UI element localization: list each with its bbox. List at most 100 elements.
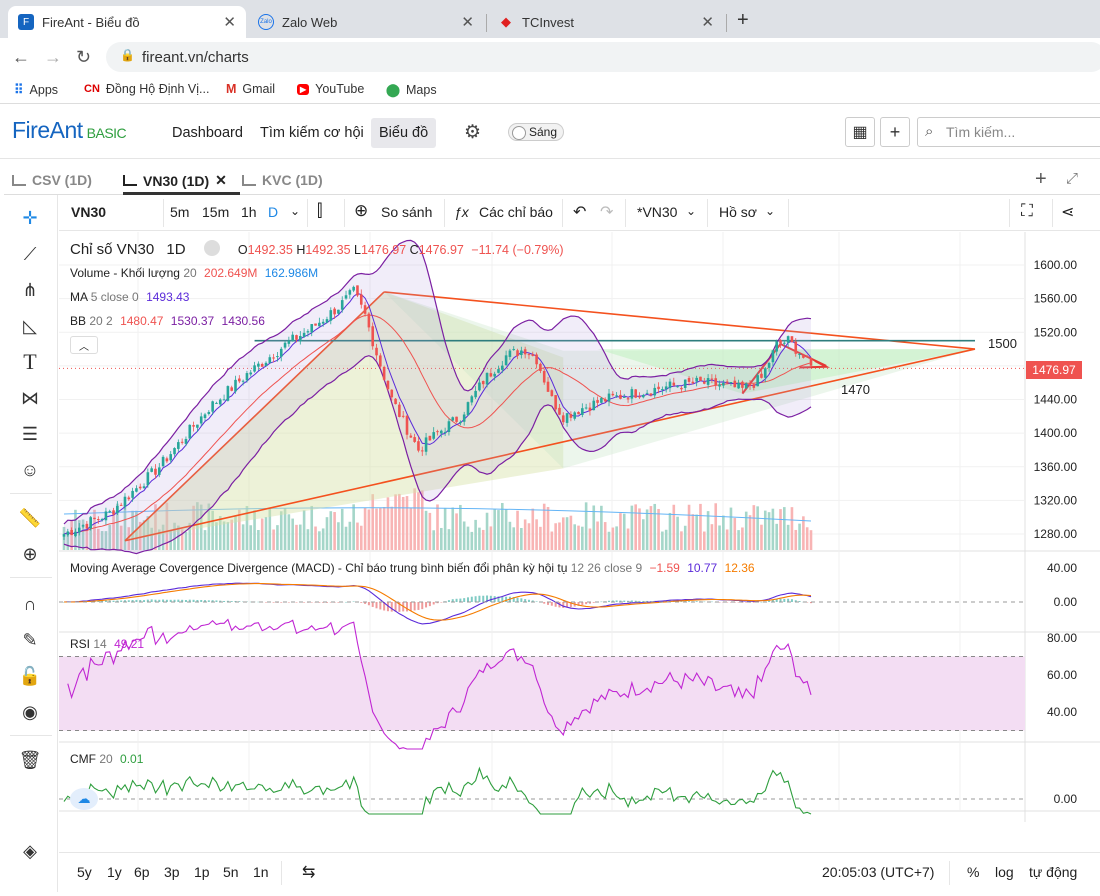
fireant-logo[interactable]: FireAnt BASIC (12, 117, 127, 144)
ruler-icon[interactable]: 📏 (18, 507, 42, 528)
range-1p[interactable]: 1p (194, 864, 210, 880)
browser-tab-title: Zalo Web (282, 14, 338, 30)
volume-bar (253, 510, 256, 550)
theme-toggle-label: Sáng (529, 125, 558, 139)
close-icon[interactable]: ✕ (701, 14, 714, 31)
text-tool-icon[interactable]: T (23, 349, 37, 374)
trend-line (384, 291, 976, 350)
eye-icon[interactable]: ◉ (22, 701, 38, 722)
close-icon[interactable]: ✕ (223, 14, 236, 31)
profile-chevron-down-icon[interactable]: ⌄ (765, 204, 776, 218)
interval-1h[interactable]: 1h (241, 204, 257, 220)
candle-body (561, 415, 565, 423)
lock-drawing-pencil-icon[interactable]: ✎ (22, 629, 38, 650)
collapse-legend-chevron-up-icon[interactable]: ︿ (70, 336, 98, 354)
chart-area[interactable]: 1600.00 1560.00 1520.00 14 80.00 1440.00 1400.… (59, 232, 1100, 822)
browser-tab-tcinvest[interactable]: ◆ TCInvest ✕ (488, 6, 724, 38)
bookmark-gmail[interactable]: M Gmail (226, 82, 275, 96)
bookmark-dong-ho[interactable]: CN Đồng Hộ Định Vị... (84, 82, 209, 96)
bookmark-maps[interactable]: ⬤ Maps (386, 82, 437, 98)
fullscreen-icon[interactable]: ⛶ (1021, 201, 1033, 220)
forward-arrow-icon[interactable]: → (44, 47, 62, 67)
indicators-fx-icon[interactable]: ƒx (454, 204, 469, 220)
browser-tab-fireant[interactable]: F FireAnt - Biểu đồ ✕ (8, 6, 246, 38)
layout-grid-icon[interactable]: ▦ (845, 117, 875, 147)
maps-pin-icon: ⬤ (386, 83, 400, 97)
candle-body (809, 358, 813, 366)
collapse-minus-icon[interactable] (203, 240, 220, 256)
candlestick-type-icon[interactable]: ⫿ (317, 201, 323, 220)
compare-plus-circle-icon[interactable]: ⊕ (354, 201, 369, 220)
interval-5m[interactable]: 5m (170, 204, 190, 220)
unlock-icon[interactable]: 🔓 (18, 665, 42, 686)
close-icon[interactable]: ✕ (461, 14, 474, 31)
nav-tim-kiem-co-hoi[interactable]: Tìm kiếm cơ hội (260, 125, 364, 141)
compare-button[interactable]: So sánh (381, 204, 433, 220)
volume-bar (638, 508, 641, 550)
auto-scale-button[interactable]: tự động (1029, 864, 1078, 880)
xabcd-pattern-icon[interactable]: ⋈ (21, 387, 39, 408)
trash-icon[interactable]: 🗑 (18, 749, 42, 770)
zoom-in-icon[interactable]: ⊕ (22, 543, 38, 564)
gear-icon[interactable]: ⚙ (464, 122, 482, 143)
ma-value: 1493.43 (146, 290, 190, 304)
new-tab-plus-icon[interactable]: + (737, 9, 749, 31)
reload-icon[interactable]: ↻ (76, 47, 92, 67)
range-5y[interactable]: 5y (77, 864, 92, 880)
chart-svg[interactable]: 1600.00 1560.00 1520.00 14 80.00 1440.00 1400.… (59, 232, 1100, 822)
search-input[interactable]: ⌕ Tìm kiếm... (917, 117, 1100, 147)
macd-histogram-bar (447, 600, 450, 602)
bookmark-apps[interactable]: ⠿ Apps (14, 82, 58, 98)
date-range-calendar-icon[interactable]: ⇆ (302, 864, 316, 881)
url-field[interactable]: 🔒 fireant.vn/charts (106, 42, 1100, 72)
log-scale-button[interactable]: log (995, 864, 1014, 880)
volume-bar (718, 525, 721, 550)
layers-icon[interactable]: ◈ (23, 840, 37, 861)
triangle-pattern-icon[interactable]: ◺ (23, 315, 37, 336)
interval-d[interactable]: D (268, 204, 279, 220)
add-plus-icon[interactable]: + (880, 117, 910, 147)
macd-histogram-bar (280, 602, 283, 603)
back-arrow-icon[interactable]: ← (12, 47, 30, 67)
percent-scale-button[interactable]: % (967, 864, 980, 880)
browser-tab-zalo[interactable]: Zalo Zalo Web ✕ (248, 6, 484, 38)
nav-dashboard[interactable]: Dashboard (172, 125, 243, 141)
bookmark-youtube[interactable]: ▶ YouTube (297, 82, 364, 96)
candle-body (752, 384, 756, 388)
range-1n[interactable]: 1n (253, 864, 269, 880)
pitchfork-icon[interactable]: ⋔ (22, 279, 38, 300)
trend-line-icon[interactable]: ⟋ (23, 243, 37, 264)
indicators-button[interactable]: Các chỉ báo (479, 204, 553, 220)
range-1y[interactable]: 1y (107, 864, 122, 880)
range-5n[interactable]: 5n (223, 864, 239, 880)
close-icon[interactable]: ✕ (215, 172, 227, 188)
range-3p[interactable]: 3p (164, 864, 180, 880)
magnet-icon[interactable]: ∩ (23, 593, 37, 614)
redo-icon[interactable]: ↷ (600, 204, 614, 221)
theme-toggle[interactable]: Sáng (508, 123, 564, 141)
range-6p[interactable]: 6p (134, 864, 150, 880)
layout-chevron-down-icon[interactable]: ⌄ (686, 204, 697, 218)
add-chart-plus-icon[interactable]: + (1035, 168, 1047, 190)
volume-bar (432, 530, 435, 550)
fib-retracement-icon[interactable]: ☰ (21, 423, 39, 444)
crosshair-icon[interactable]: ✛ (22, 207, 38, 228)
expand-icon[interactable]: ⤢ (1066, 170, 1079, 187)
chart-logo-icon[interactable]: ☁ (70, 788, 98, 810)
chart-tab-csv[interactable]: CSV (1D) (12, 172, 92, 188)
chart-tab-kvc[interactable]: KVC (1D) (242, 172, 323, 188)
share-icon[interactable]: ⋖ (1061, 204, 1075, 221)
emoji-icon[interactable]: ☺ (20, 459, 40, 480)
profile-button[interactable]: Hồ sơ (719, 204, 757, 220)
undo-icon[interactable]: ↶ (573, 204, 587, 221)
nav-bieu-do[interactable]: Biểu đồ (371, 118, 437, 148)
toolbar-divider (1052, 199, 1053, 227)
interval-chevron-down-icon[interactable]: ⌄ (290, 204, 301, 218)
trend-line (124, 348, 976, 542)
volume-bar (455, 513, 458, 550)
symbol-input[interactable]: VN30 (71, 204, 107, 220)
macd-histogram-bar (329, 602, 332, 603)
interval-15m[interactable]: 15m (202, 204, 230, 220)
layout-name[interactable]: *VN30 (637, 204, 678, 220)
chart-tab-vn30[interactable]: VN30 (1D) ✕ (123, 172, 227, 189)
